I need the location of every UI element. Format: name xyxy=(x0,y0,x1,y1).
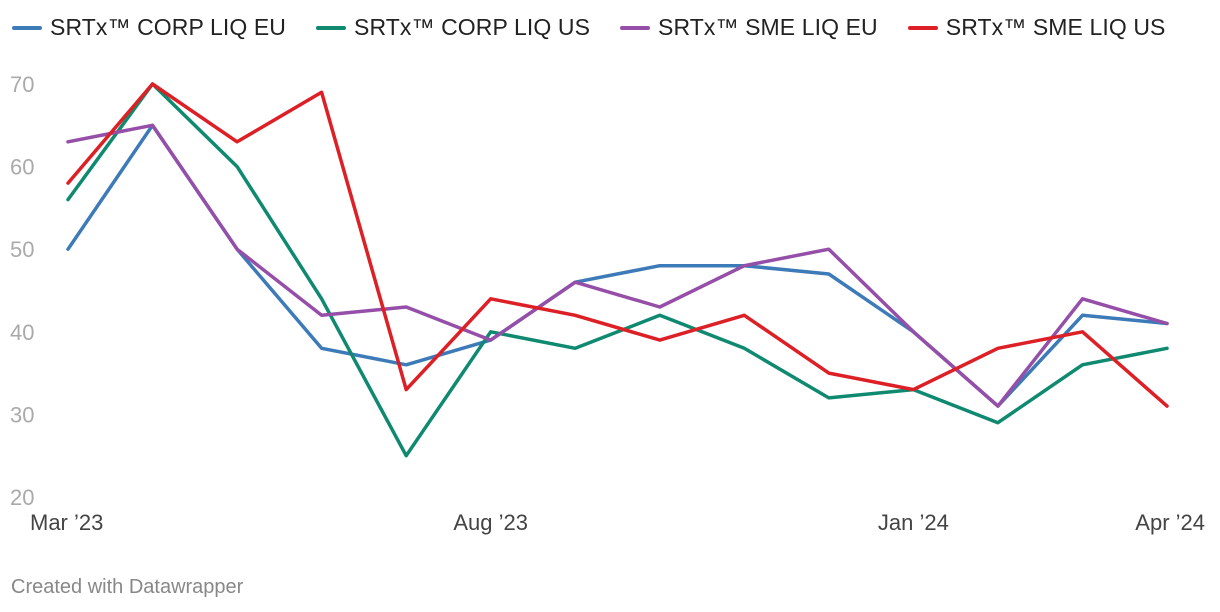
legend-label: SRTx™ SME LIQ US xyxy=(945,14,1166,40)
x-tick-label: Aug ’23 xyxy=(453,510,528,535)
legend-swatch xyxy=(620,25,651,30)
legend-item-sme-liq-us: SRTx™ SME LIQ US xyxy=(907,14,1166,41)
legend-item-corp-liq-us: SRTx™ CORP LIQ US xyxy=(316,14,590,41)
legend-label: SRTx™ CORP LIQ EU xyxy=(50,14,287,40)
y-tick-label: 50 xyxy=(10,237,34,262)
y-tick-label: 40 xyxy=(10,320,34,345)
legend-swatch xyxy=(12,25,42,30)
legend-item-corp-liq-eu: SRTx™ CORP LIQ EU xyxy=(12,14,286,41)
legend-label: SRTx™ SME LIQ EU xyxy=(658,14,878,40)
y-tick-label: 30 xyxy=(10,402,34,427)
series-line-1 xyxy=(66,82,1169,458)
series-line-2 xyxy=(66,123,1169,408)
legend-item-sme-liq-eu: SRTx™ SME LIQ EU xyxy=(620,14,878,41)
y-tick-label: 60 xyxy=(10,155,34,180)
legend-label: SRTx™ CORP LIQ US xyxy=(354,14,591,40)
series-line-0 xyxy=(66,123,1169,408)
footer-credit: Created with Datawrapper xyxy=(11,576,244,598)
legend-swatch xyxy=(907,25,938,30)
y-tick-label: 70 xyxy=(10,72,34,97)
x-tick-label: Jan ’24 xyxy=(878,510,949,535)
legend-swatch xyxy=(316,25,347,30)
x-tick-label: Mar ’23 xyxy=(30,510,103,535)
series-line-3 xyxy=(66,82,1169,408)
y-tick-label: 20 xyxy=(10,485,34,510)
chart-legend: SRTx™ CORP LIQ EU SRTx™ CORP LIQ US SRTx… xyxy=(12,14,1165,41)
x-tick-label: Apr ’24 xyxy=(1135,510,1205,535)
